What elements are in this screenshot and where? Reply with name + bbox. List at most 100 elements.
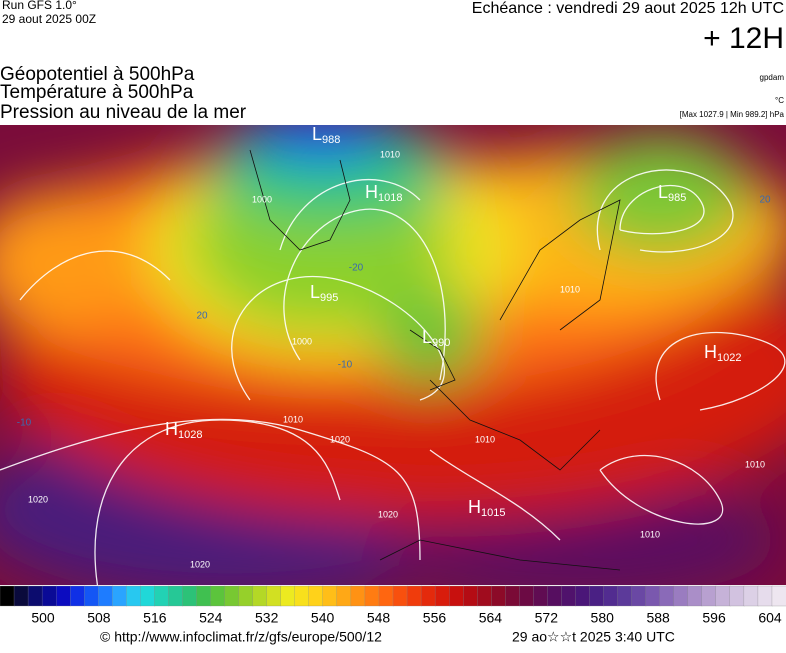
colorbar-swatch — [533, 585, 549, 607]
colorbar-swatch — [41, 585, 57, 607]
colorbar-swatch — [294, 585, 310, 607]
colorbar-swatch — [252, 585, 268, 607]
footer-stamp: 29 ao☆☆t 2025 3:40 UTC — [512, 629, 675, 645]
center-letter: H — [365, 182, 378, 202]
run: Run GFS 1.0° — [2, 0, 77, 12]
colorbar-swatch — [0, 585, 15, 607]
isobar-label: 1010 — [745, 459, 765, 469]
pressure-center: L995 — [310, 282, 338, 304]
colorbar-swatch — [547, 585, 563, 607]
colorbar-swatch — [224, 585, 240, 607]
lead: + 12H — [703, 22, 784, 55]
center-value: 1028 — [178, 429, 202, 441]
colorbar-swatch — [336, 585, 352, 607]
colorbar-swatch — [350, 585, 366, 607]
colorbar-swatch — [406, 585, 422, 607]
colorbar-swatch — [645, 585, 661, 607]
colorbar-swatch — [603, 585, 619, 607]
colorbar-swatch — [448, 585, 464, 607]
isobar-label: 1010 — [640, 529, 660, 539]
colorbar-swatch — [434, 585, 450, 607]
colorbar-swatch — [280, 585, 296, 607]
isobar-label: 1010 — [283, 414, 303, 424]
pressure-center: H1015 — [468, 497, 505, 519]
unit-label: gpdam — [760, 73, 785, 82]
colorbar-swatch — [771, 585, 786, 607]
isobar-label: 1020 — [378, 509, 398, 519]
colorbar-swatch — [168, 585, 184, 607]
center-letter: H — [704, 342, 717, 362]
colorbar-swatch — [519, 585, 535, 607]
center-letter: L — [310, 282, 320, 302]
colorbar-swatch — [112, 585, 127, 607]
colorbar-tick-label: 556 — [423, 610, 447, 626]
colorbar-swatch — [617, 585, 633, 607]
colorbar-tick-label: 596 — [702, 610, 726, 626]
center-letter: L — [422, 327, 432, 347]
center-value: 995 — [320, 292, 338, 304]
field-title: Géopotentiel à 500hPa — [0, 64, 195, 85]
colorbar-tick-label: 548 — [367, 610, 391, 626]
center-letter: L — [658, 182, 668, 202]
field-title: Température à 500hPa — [0, 82, 194, 103]
colorbar-swatch — [238, 585, 254, 607]
colorbar-swatch — [322, 585, 338, 607]
colorbar-swatch — [98, 585, 113, 607]
pressure-center: H1022 — [704, 342, 741, 364]
isobar-label: 1010 — [560, 284, 580, 294]
temp-label: 20 — [196, 311, 208, 322]
isobar-label: 1020 — [330, 434, 350, 444]
unit-label: [Max 1027.9 | Min 989.2] hPa — [680, 110, 785, 119]
colorbar: 500 508 516 524 532 540 548 556 564 572 580 588 596 6… — [0, 585, 786, 626]
colorbar-swatch — [210, 585, 226, 607]
colorbar-tick-label: 524 — [199, 610, 223, 626]
isobar-label: 1010 — [475, 434, 495, 444]
colorbar-swatch — [477, 585, 492, 607]
colorbar-tick-label: 604 — [758, 610, 782, 626]
isobar-label: 1000 — [252, 194, 272, 204]
unit-label: °C — [775, 96, 784, 105]
echeance: Echéance : vendredi 29 aout 2025 12h UTC — [472, 0, 784, 17]
colorbar-swatch — [561, 585, 577, 607]
colorbar-tick-label: 500 — [31, 610, 55, 626]
isobar-label: 1000 — [292, 336, 312, 346]
center-value: 1015 — [481, 507, 505, 519]
isobars — [0, 169, 786, 585]
colorbar-swatch — [757, 585, 773, 607]
colorbar-swatch — [84, 585, 99, 607]
center-letter: H — [165, 419, 178, 439]
colorbar-swatch — [266, 585, 282, 607]
run-date: 29 aout 2025 00Z — [2, 12, 96, 26]
pressure-center: L988 — [312, 124, 340, 146]
field-title: Pression au niveau de la mer — [0, 102, 247, 123]
colorbar-swatch — [392, 585, 408, 607]
pressure-center: L990 — [422, 327, 450, 349]
colorbar-tick-label: 532 — [255, 610, 279, 626]
colorbar-swatch — [154, 585, 170, 607]
colorbar-tick-label: 572 — [535, 610, 559, 626]
colorbar-swatch — [687, 585, 703, 607]
pressure-center: L985 — [658, 182, 686, 204]
colorbar-swatch — [140, 585, 156, 607]
colorbar-swatch — [491, 585, 506, 607]
colorbar-swatch — [420, 585, 436, 607]
colorbar-swatch — [575, 585, 591, 607]
colorbar-swatch — [55, 585, 71, 607]
center-value: 1022 — [717, 352, 741, 364]
coastlines — [249, 149, 621, 571]
temp-label: -10 — [338, 360, 353, 371]
colorbar-tick-label: 540 — [311, 610, 335, 626]
colorbar-tick-label: 580 — [591, 610, 615, 626]
pressure-center: H1018 — [365, 182, 402, 204]
map — [0, 125, 786, 585]
colorbar-swatch — [701, 585, 717, 607]
colorbar-swatch — [196, 585, 212, 607]
colorbar-swatch — [743, 585, 759, 607]
colorbar-swatch — [589, 585, 605, 607]
colorbar-tick-label: 588 — [646, 610, 670, 626]
temp-label: -20 — [349, 263, 364, 274]
colorbar-swatch — [729, 585, 745, 607]
center-letter: H — [468, 497, 481, 517]
colorbar-swatch — [27, 585, 43, 607]
colorbar-swatch — [631, 585, 647, 607]
